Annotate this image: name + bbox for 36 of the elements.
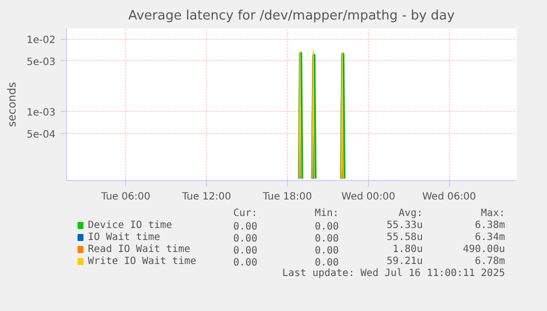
text: Last update: Wed Jul 16 11:00:11 2025 — [282, 268, 505, 279]
text: 55.33u — [386, 220, 423, 231]
x-tick-label: Tue 12:00 — [181, 192, 232, 202]
text: Max: — [480, 208, 505, 219]
text: 0.00 — [233, 222, 258, 232]
y-tick-label: 5e-03 — [26, 56, 56, 68]
text: 0.00 — [233, 258, 258, 268]
text: 6.78m — [474, 256, 505, 267]
y-axis-title: seconds — [6, 82, 19, 127]
text: Cur: — [233, 208, 258, 219]
text: 0.00 — [314, 246, 339, 256]
y-tick-label: 5e-04 — [26, 130, 56, 141]
y-tick-label: 1e-03 — [26, 108, 56, 119]
text: 6.34m — [474, 232, 505, 243]
text: 1.80u — [392, 244, 423, 255]
x-tick-label: Tue 18:00 — [262, 192, 312, 202]
legend-label: Write IO Wait time — [88, 256, 196, 267]
text: Avg: — [398, 208, 423, 219]
text: 0.00 — [314, 258, 339, 268]
text: 0.00 — [314, 234, 339, 244]
legend-label: Read IO Wait time — [88, 244, 190, 255]
text: Min: — [314, 208, 339, 219]
text: 6.38m — [474, 220, 505, 231]
text: 0.00 — [314, 222, 339, 232]
text: 55.58u — [386, 232, 423, 243]
text: 59.21u — [386, 256, 423, 267]
y-tick-label: 1e-02 — [26, 35, 56, 46]
legend-label: Device IO time — [88, 220, 172, 231]
x-tick-label: Wed 00:00 — [341, 192, 396, 202]
x-tick-label: Wed 06:00 — [422, 192, 476, 202]
text: 490.00u — [462, 244, 505, 255]
x-tick-label: Tue 06:00 — [100, 192, 150, 202]
text: 0.00 — [233, 246, 258, 256]
text: 0.00 — [233, 234, 258, 244]
legend-label: IO Wait time — [88, 232, 160, 243]
chart-title: Average latency for /dev/mapper/mpathg - by day — [128, 8, 455, 24]
